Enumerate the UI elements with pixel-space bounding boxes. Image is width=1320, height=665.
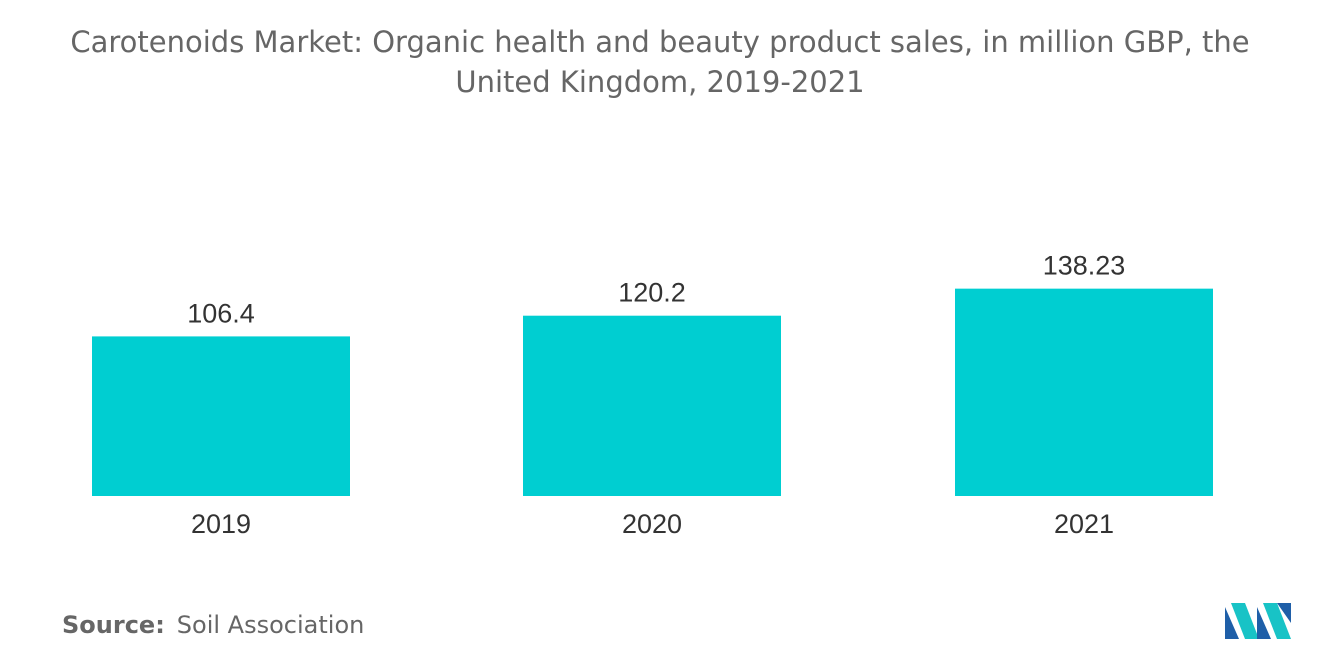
source-label: Source: (62, 611, 165, 639)
bar-2021 (955, 288, 1213, 496)
source-line: Source: Soil Association (62, 611, 364, 639)
x-tick-label-2019: 2019 (191, 509, 251, 539)
x-tick-label-2021: 2021 (1054, 509, 1114, 539)
value-label-2021: 138.23 (1043, 251, 1126, 281)
value-label-2020: 120.2 (618, 278, 686, 308)
bar-2020 (523, 315, 781, 496)
bar-2019 (92, 336, 350, 496)
chart-title: Carotenoids Market: Organic health and b… (70, 25, 1250, 99)
value-label-2019: 106.4 (187, 298, 255, 328)
bars-layer (92, 288, 1213, 496)
mordor-intelligence-logo-icon (1225, 603, 1291, 639)
value-labels-layer: 106.4 120.2 138.23 (187, 251, 1125, 329)
source-text: Soil Association (176, 611, 365, 639)
x-tick-label-2020: 2020 (622, 509, 682, 539)
x-axis-ticks-layer: 2019 2020 2021 (191, 509, 1114, 539)
